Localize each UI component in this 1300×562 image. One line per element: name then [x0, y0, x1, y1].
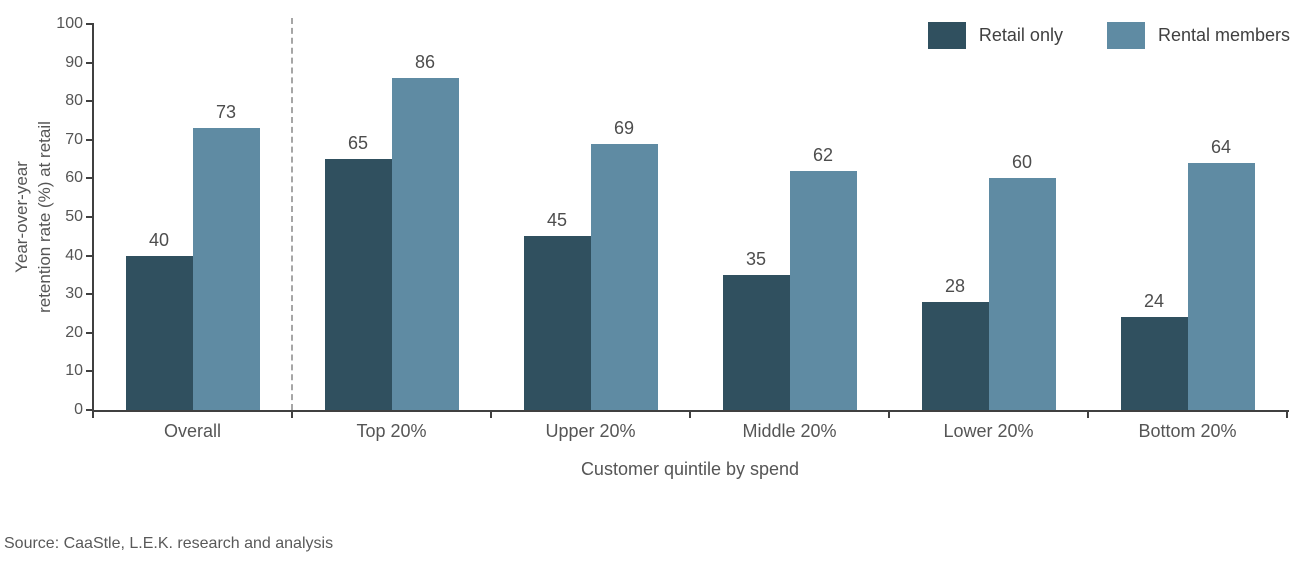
y-tick-label-70: 70	[65, 130, 83, 148]
bar-value-rental-members-upper-20: 69	[613, 117, 635, 138]
y-axis-title-line1: Year-over-year	[12, 161, 31, 273]
overall-quintile-separator-line	[291, 18, 293, 410]
y-axis-line	[92, 23, 94, 412]
x-tick-label-overall: Overall	[163, 421, 221, 441]
bar-value-retail-only-upper-20: 45	[546, 210, 568, 231]
legend-item-rental-members: Rental members	[1106, 22, 1290, 49]
bar-retail-only-lower-20	[921, 301, 989, 410]
y-axis-tick-70	[86, 138, 92, 141]
bar-value-rental-members-overall: 73	[215, 102, 237, 123]
y-tick-label-20: 20	[65, 323, 83, 341]
bar-rental-members-top-20	[391, 78, 459, 410]
bar-value-retail-only-bottom-20: 24	[1143, 291, 1165, 312]
x-tick-label-middle-20: Middle 20%	[742, 421, 837, 441]
x-axis-title: Customer quintile by spend	[580, 459, 800, 479]
x-axis-line	[92, 410, 1289, 412]
y-tick-label-0: 0	[74, 401, 83, 418]
x-axis-tick-2	[490, 410, 492, 418]
y-tick-label-80: 80	[65, 92, 83, 110]
source-note: Source: CaaStle, L.E.K. research and ana…	[4, 535, 334, 552]
x-tick-label-bottom-20: Bottom 20%	[1138, 421, 1237, 441]
y-tick-label-10: 10	[65, 362, 83, 380]
x-axis-tick-3	[689, 410, 691, 418]
y-axis-tick-80	[86, 100, 92, 103]
y-tick-label-90: 90	[65, 53, 83, 71]
y-axis-tick-90	[86, 61, 92, 64]
bar-value-rental-members-top-20: 86	[414, 52, 436, 73]
y-axis-tick-30	[86, 293, 92, 296]
x-axis-tick-4	[888, 410, 890, 418]
x-axis-tick-1	[291, 410, 293, 418]
bar-retail-only-upper-20	[523, 236, 591, 410]
y-axis-tick-10	[86, 370, 92, 373]
x-tick-label-upper-20: Upper 20%	[545, 421, 636, 441]
bar-value-rental-members-bottom-20: 64	[1210, 136, 1232, 157]
y-tick-label-100: 100	[56, 15, 83, 32]
x-tick-label-top-20: Top 20%	[356, 421, 427, 441]
bar-value-rental-members-middle-20: 62	[812, 144, 834, 165]
y-axis-tick-0	[86, 409, 92, 411]
y-axis-tick-100	[86, 23, 92, 25]
legend-item-retail-only: Retail only	[927, 22, 1063, 49]
x-axis-tick-6	[1286, 410, 1288, 418]
y-tick-label-50: 50	[65, 208, 83, 225]
x-tick-label-lower-20: Lower 20%	[943, 421, 1034, 441]
y-axis-tick-50	[86, 216, 92, 218]
bar-retail-only-overall	[125, 255, 193, 410]
x-axis-tick-5	[1087, 410, 1089, 418]
bar-value-retail-only-top-20: 65	[347, 133, 369, 154]
bar-retail-only-top-20	[324, 159, 392, 410]
bar-rental-members-bottom-20	[1187, 162, 1255, 410]
y-tick-label-40: 40	[65, 246, 83, 264]
legend-swatch-rental-members	[1106, 22, 1145, 49]
bar-value-rental-members-lower-20: 60	[1011, 152, 1033, 173]
bar-retail-only-middle-20	[722, 274, 790, 410]
bar-rental-members-lower-20	[988, 178, 1056, 410]
y-axis-tick-20	[86, 331, 92, 334]
legend: Retail only Rental members	[927, 22, 1290, 49]
x-axis-tick-0	[92, 410, 94, 418]
legend-swatch-retail-only	[927, 22, 966, 49]
bar-retail-only-bottom-20	[1120, 317, 1188, 410]
bar-rental-members-overall	[192, 128, 260, 410]
y-axis-tick-60	[86, 177, 92, 180]
y-tick-label-30: 30	[65, 285, 83, 303]
y-tick-label-60: 60	[65, 169, 83, 187]
y-axis-tick-40	[86, 254, 92, 257]
bar-value-retail-only-lower-20: 28	[944, 275, 966, 296]
bar-rental-members-upper-20	[590, 143, 658, 410]
bar-rental-members-middle-20	[789, 170, 857, 410]
bar-value-retail-only-overall: 40	[148, 229, 170, 250]
legend-label-rental-members: Rental members	[1157, 25, 1290, 45]
legend-label-retail-only: Retail only	[978, 25, 1063, 45]
bar-value-retail-only-middle-20: 35	[745, 248, 767, 269]
